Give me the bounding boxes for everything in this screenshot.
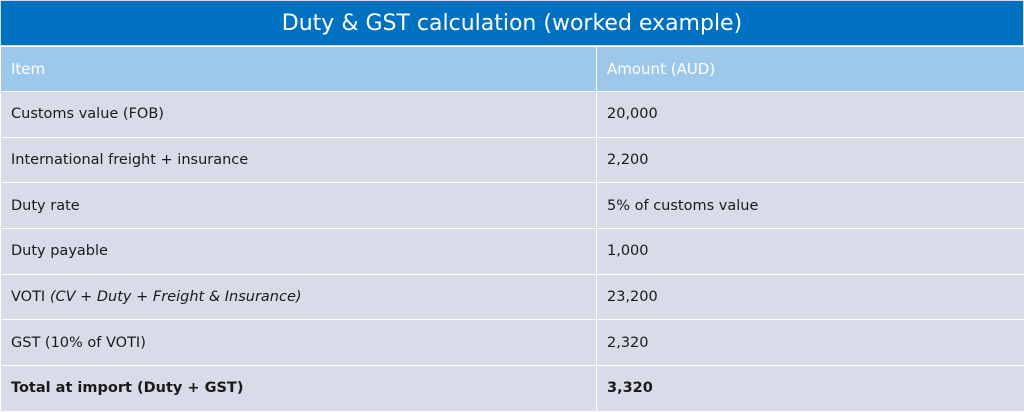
- item-label: International freight + insurance: [11, 152, 248, 168]
- amount-cell: 5% of customs value: [597, 183, 1024, 229]
- amount-cell: 20,000: [597, 92, 1024, 138]
- table-row: Duty payable 1,000: [1, 229, 1024, 275]
- item-label: Duty payable: [11, 243, 108, 259]
- amount-cell: 2,320: [597, 320, 1024, 366]
- amount-cell: 1,000: [597, 229, 1024, 275]
- item-label: Customs value (FOB): [11, 106, 164, 122]
- table-row: VOTI (CV + Duty + Freight & Insurance) 2…: [1, 274, 1024, 320]
- item-note: (CV + Duty + Freight & Insurance): [50, 289, 302, 305]
- item-cell: Duty payable: [1, 229, 597, 275]
- item-cell: Total at import (Duty + GST): [1, 366, 597, 412]
- item-cell: VOTI (CV + Duty + Freight & Insurance): [1, 274, 597, 320]
- total-row: Total at import (Duty + GST) 3,320: [1, 366, 1024, 412]
- item-label: VOTI: [11, 289, 45, 305]
- column-header-amount: Amount (AUD): [597, 47, 1024, 92]
- table-row: Duty rate 5% of customs value: [1, 183, 1024, 229]
- item-cell: International freight + insurance: [1, 137, 597, 183]
- column-header-item: Item: [1, 47, 597, 92]
- item-label: Total at import (Duty + GST): [11, 380, 243, 396]
- table-title: Duty & GST calculation (worked example): [0, 0, 1024, 46]
- table-row: International freight + insurance 2,200: [1, 137, 1024, 183]
- item-cell: Duty rate: [1, 183, 597, 229]
- header-row: Item Amount (AUD): [1, 47, 1024, 92]
- item-label: Duty rate: [11, 198, 80, 214]
- amount-cell: 23,200: [597, 274, 1024, 320]
- amount-cell: 3,320: [597, 366, 1024, 412]
- item-label: GST (10% of VOTI): [11, 335, 146, 351]
- table-row: GST (10% of VOTI) 2,320: [1, 320, 1024, 366]
- amount-cell: 2,200: [597, 137, 1024, 183]
- item-cell: Customs value (FOB): [1, 92, 597, 138]
- table-row: Customs value (FOB) 20,000: [1, 92, 1024, 138]
- item-cell: GST (10% of VOTI): [1, 320, 597, 366]
- calculation-table: Item Amount (AUD) Customs value (FOB) 20…: [0, 46, 1024, 412]
